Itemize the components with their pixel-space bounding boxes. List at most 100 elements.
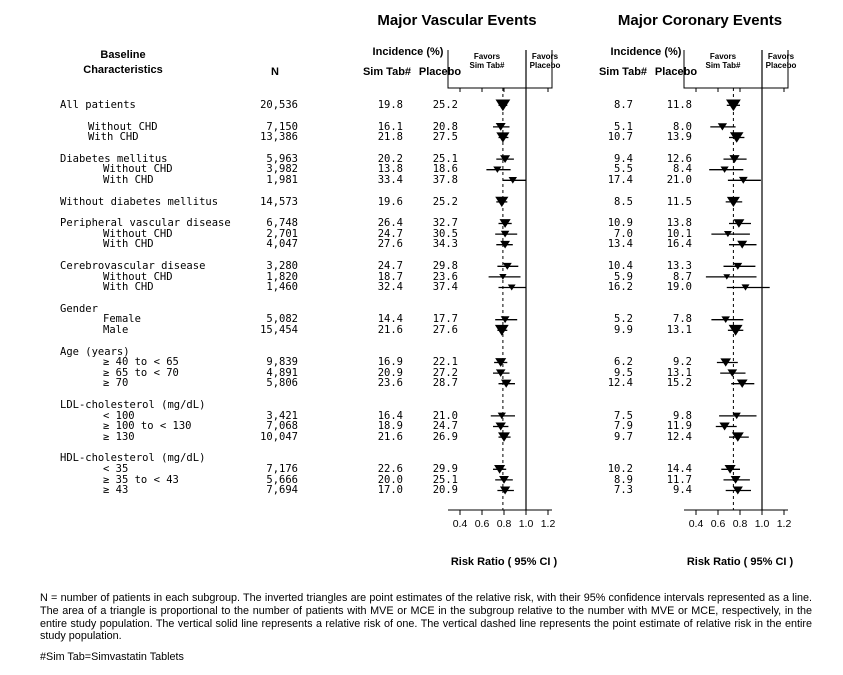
row-n-value: 3,982 xyxy=(266,163,298,176)
mve-placebo-column-header: Placebo xyxy=(418,66,462,78)
row-label: ≥ 100 to < 130 xyxy=(103,420,192,433)
mve-incidence-header: Incidence (%) xyxy=(372,46,444,58)
mce-placebo-incidence: 8.7 xyxy=(673,270,692,283)
mce-placebo-incidence: 19.0 xyxy=(666,281,692,294)
mve-placebo-incidence: 24.7 xyxy=(432,420,458,433)
table-row: Diabetes mellitus 5,963 20.2 25.1 9.4 12.6 xyxy=(0,152,843,165)
mce-simtab-incidence: 7.0 xyxy=(614,227,633,240)
mve-placebo-incidence: 20.8 xyxy=(432,120,458,133)
mve-placebo-incidence: 37.4 xyxy=(432,281,458,294)
mce-simtab-incidence: 7.3 xyxy=(614,484,633,497)
axis-tick-label: 1.0 xyxy=(755,518,770,530)
row-n-value: 3,421 xyxy=(266,409,298,422)
row-label: Without CHD xyxy=(103,227,173,240)
axis-tick-label: 0.8 xyxy=(733,518,748,530)
row-label: ≥ 35 to < 43 xyxy=(103,473,179,486)
row-n-value: 1,820 xyxy=(266,270,298,283)
row-label: With CHD xyxy=(103,174,154,186)
table-row: With CHD 1,460 32.4 37.4 16.2 19.0 xyxy=(0,282,843,293)
row-n-value: 5,806 xyxy=(266,377,298,390)
forest-marker xyxy=(493,122,510,131)
row-label: Female xyxy=(103,313,141,326)
row-label: With CHD xyxy=(103,238,154,251)
table-row: ≥ 40 to < 65 9,839 16.9 22.1 6.2 9.2 xyxy=(0,357,843,368)
mce-placebo-incidence: 11.8 xyxy=(666,99,692,111)
row-n-value: 5,082 xyxy=(266,313,298,326)
point-estimate-triangle xyxy=(732,412,741,420)
table-row: Male 15,454 21.6 27.6 9.9 13.1 xyxy=(0,325,843,336)
row-n-value: 7,694 xyxy=(266,484,298,497)
mce-simtab-incidence: 5.5 xyxy=(614,163,633,176)
baseline-header-line2: Characteristics xyxy=(83,64,163,76)
mve-simtab-incidence: 14.4 xyxy=(377,313,403,326)
row-n-value: 15,454 xyxy=(260,324,298,336)
point-estimate-triangle xyxy=(495,196,509,208)
favors-bracket xyxy=(683,50,789,89)
forest-marker xyxy=(723,262,756,270)
mce-simtab-incidence: 5.9 xyxy=(614,270,633,283)
mce-xaxis-label: Risk Ratio ( 95% CI ) xyxy=(686,556,794,568)
forest-marker xyxy=(726,284,770,291)
mce-simtab-incidence: 16.2 xyxy=(607,281,633,294)
forest-marker xyxy=(709,166,744,173)
mve-simtab-incidence: 24.7 xyxy=(377,227,403,240)
point-estimate-triangle xyxy=(723,274,731,280)
point-estimate-triangle xyxy=(720,166,729,173)
mve-simtab-incidence: 21.6 xyxy=(377,430,403,443)
forest-marker xyxy=(498,219,512,228)
forest-marker xyxy=(498,379,515,388)
table-row: Peripheral vascular disease 6,748 26.4 32.7… xyxy=(0,218,843,229)
forest-marker xyxy=(729,132,745,143)
point-estimate-triangle xyxy=(719,422,730,431)
mve-simtab-incidence: 20.2 xyxy=(377,152,403,165)
forest-marker xyxy=(494,358,508,367)
table-row: Cerebrovascular disease 3,280 24.7 29.8 10.4… xyxy=(0,261,843,272)
mce-placebo-incidence: 11.9 xyxy=(666,420,692,433)
table-row: Gender xyxy=(0,303,843,315)
mve-favors-placebo-label: Favors Placebo xyxy=(529,52,561,70)
mve-simtab-incidence: 23.6 xyxy=(377,377,403,390)
row-label: HDL-cholesterol (mg/dL) xyxy=(60,452,206,465)
forest-marker xyxy=(495,196,509,208)
point-estimate-triangle xyxy=(493,166,502,173)
point-estimate-triangle xyxy=(731,432,744,442)
point-estimate-triangle xyxy=(733,219,745,228)
mce-favors-placebo-label: Favors Placebo xyxy=(765,52,797,70)
table-row: Without CHD 3,982 13.8 18.6 5.5 8.4 xyxy=(0,164,843,175)
mce-simtab-incidence: 8.9 xyxy=(614,473,633,486)
forest-marker xyxy=(725,486,751,495)
point-estimate-triangle xyxy=(500,230,510,238)
forest-marker xyxy=(726,99,741,112)
row-n-value: 7,068 xyxy=(266,420,298,433)
point-estimate-triangle xyxy=(499,274,507,280)
point-estimate-triangle xyxy=(496,132,510,143)
point-estimate-triangle xyxy=(726,99,741,112)
mce-placebo-incidence: 13.3 xyxy=(666,260,692,272)
forest-marker xyxy=(496,132,510,143)
mve-placebo-incidence: 37.8 xyxy=(432,174,458,186)
mce-placebo-incidence: 13.8 xyxy=(666,217,692,230)
row-n-value: 7,150 xyxy=(266,120,298,133)
mve-placebo-incidence: 22.1 xyxy=(432,356,458,369)
mce-title: Major Coronary Events xyxy=(617,12,783,29)
point-estimate-triangle xyxy=(495,358,507,367)
point-estimate-triangle xyxy=(508,177,518,184)
table-row: With CHD 4,047 27.6 34.3 13.4 16.4 xyxy=(0,239,843,250)
mve-simtab-incidence: 17.0 xyxy=(377,484,403,497)
mce-placebo-incidence: 13.9 xyxy=(666,131,692,144)
mce-placebo-incidence: 9.4 xyxy=(673,484,692,497)
mve-simtab-incidence: 16.1 xyxy=(377,120,403,133)
row-label: All patients xyxy=(60,99,136,111)
mve-placebo-incidence: 25.1 xyxy=(432,473,458,486)
row-label: With CHD xyxy=(103,281,154,294)
point-estimate-triangle xyxy=(500,316,510,324)
point-estimate-triangle xyxy=(738,176,748,184)
forest-marker xyxy=(720,369,746,377)
row-n-value: 20,536 xyxy=(260,99,298,111)
forest-marker xyxy=(493,422,509,431)
forest-marker xyxy=(498,284,526,291)
row-label: Diabetes mellitus xyxy=(60,152,168,165)
mve-simtab-incidence: 33.4 xyxy=(377,174,403,186)
point-estimate-triangle xyxy=(502,262,512,270)
